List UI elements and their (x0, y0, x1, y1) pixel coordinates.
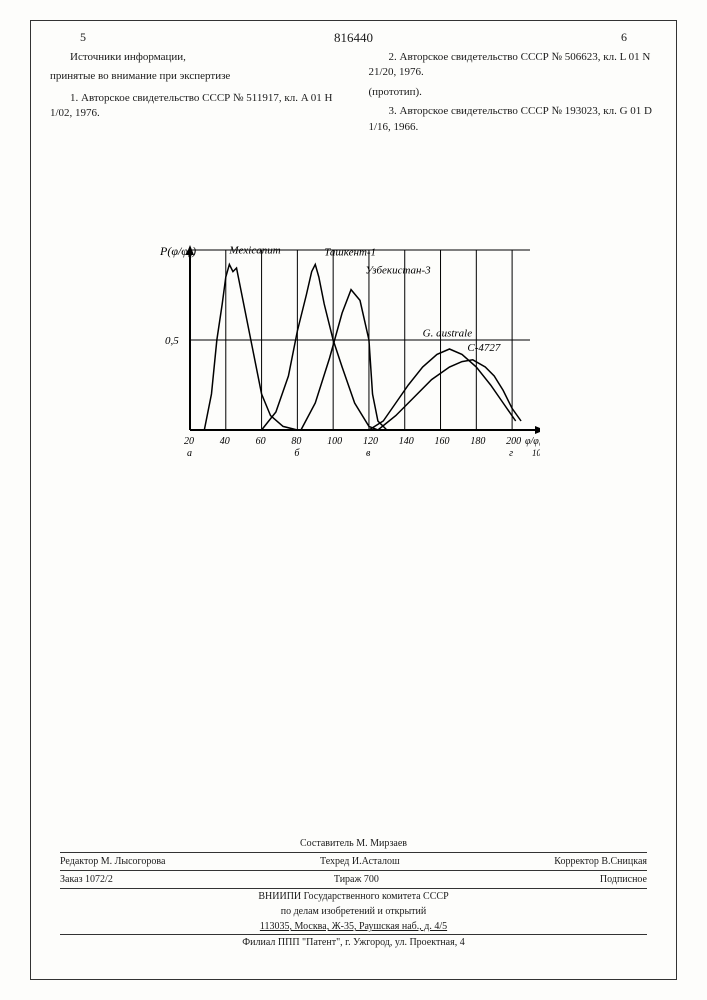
svg-text:0,5: 0,5 (165, 335, 179, 347)
svg-text:20: 20 (184, 436, 194, 447)
svg-text:180: 180 (470, 436, 485, 447)
svg-text:Узбекистан-3: Узбекистан-3 (365, 264, 431, 276)
footer: Составитель М. Мирзаев Редактор М. Лысог… (60, 835, 647, 950)
compiler: Составитель М. Мирзаев (256, 838, 452, 849)
svg-text:160: 160 (435, 436, 450, 447)
sources-subtitle: принятые во внимание при экспертизе (50, 69, 339, 84)
svg-text:40: 40 (220, 436, 230, 447)
svg-text:Ташкент-1: Ташкент-1 (324, 246, 376, 258)
svg-text:в: в (366, 448, 371, 459)
svg-text:G. australe: G. australe (423, 327, 473, 339)
dept: по делам изобретений и открытий (60, 904, 647, 919)
svg-text:60: 60 (256, 436, 266, 447)
svg-text:φ/φ₀: φ/φ₀ (525, 436, 540, 447)
right-column: 2. Авторское свидетельство СССР № 506623… (369, 50, 658, 139)
svg-text:80: 80 (291, 436, 301, 447)
svg-text:P(φ/φ₀): P(φ/φ₀) (159, 244, 196, 258)
org: ВНИИПИ Государственного комитета СССР (60, 888, 647, 904)
svg-text:100: 100 (532, 448, 540, 458)
svg-text:б: б (294, 448, 300, 459)
svg-text:100: 100 (327, 436, 342, 447)
chart-svg: P(φ/φ₀) 0,5 20 40 60 80 100 120 140 160 180 200 а б в г… (150, 240, 540, 480)
page-left: 5 (80, 30, 86, 45)
reference-2b: (прототип). (369, 85, 658, 100)
reference-2: 2. Авторское свидетельство СССР № 506623… (369, 50, 658, 81)
reference-3: 3. Авторское свидетельство СССР № 193023… (369, 104, 658, 135)
page-right: 6 (621, 30, 627, 45)
sources-title: Источники информации, (50, 50, 339, 65)
chart: P(φ/φ₀) 0,5 20 40 60 80 100 120 140 160 180 200 а б в г… (150, 240, 540, 480)
left-column: Источники информации, принятые во вниман… (50, 50, 339, 139)
techred: Техред И.Асталош (320, 856, 400, 867)
tirage: Тираж 700 (334, 874, 379, 885)
reference-1: 1. Авторское свидетельство СССР № 511917… (50, 91, 339, 122)
branch: Филиал ППП "Патент", г. Ужгород, ул. Про… (60, 934, 647, 950)
svg-text:C-4727: C-4727 (467, 342, 501, 354)
svg-text:г: г (509, 448, 513, 459)
address: 113035, Москва, Ж-35, Раушская наб., д. … (60, 919, 647, 934)
svg-text:а: а (187, 448, 192, 459)
order: Заказ 1072/2 (60, 874, 113, 885)
svg-text:200: 200 (506, 436, 521, 447)
corrector: Корректор В.Сницкая (554, 856, 647, 867)
text-columns: Источники информации, принятые во вниман… (50, 50, 657, 139)
editor: Редактор М. Лысогорова (60, 856, 165, 867)
svg-text:140: 140 (399, 436, 414, 447)
signed: Подписное (600, 874, 647, 885)
svg-text:120: 120 (363, 436, 378, 447)
svg-text:Mexicanum: Mexicanum (228, 245, 280, 257)
document-number: 816440 (334, 30, 373, 46)
